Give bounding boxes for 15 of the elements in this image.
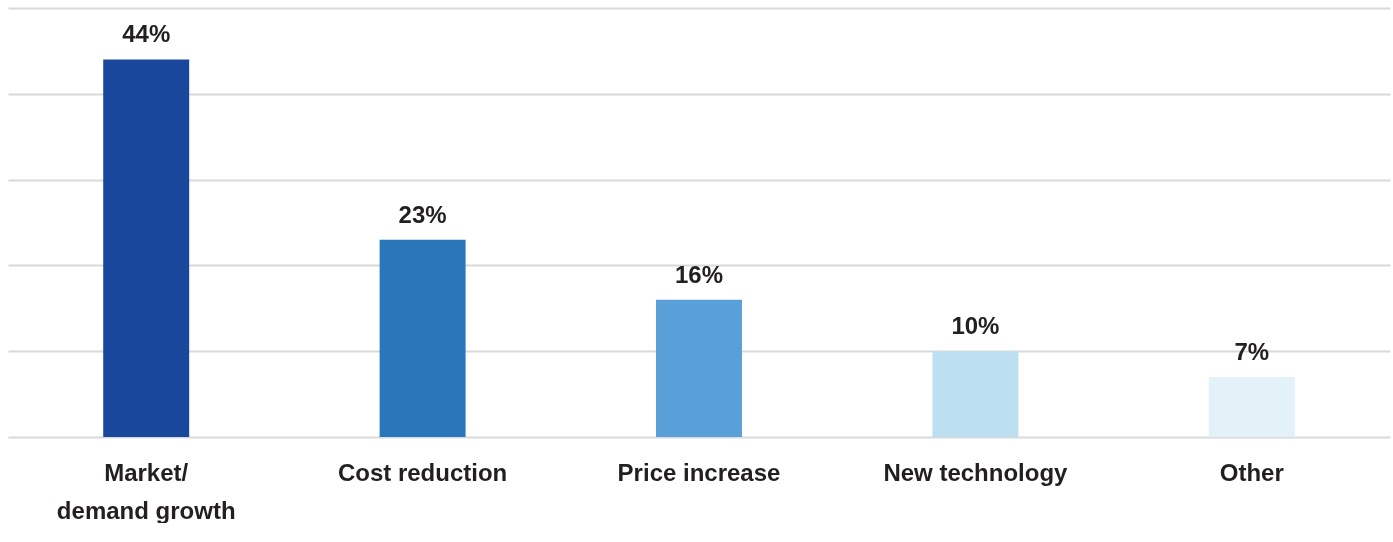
bar (379, 239, 466, 437)
bar (1208, 376, 1295, 437)
x-tick-label: Other (1219, 458, 1284, 486)
data-label: 44% (122, 20, 171, 48)
bar (103, 59, 190, 437)
bar (932, 351, 1019, 437)
data-label: 23% (398, 200, 447, 228)
data-label: 7% (1234, 337, 1270, 365)
x-tick-label: New technology (883, 458, 1069, 486)
data-label: 16% (674, 260, 724, 288)
bar (656, 299, 742, 437)
x-tick-label: Market/ demand growth (56, 458, 236, 524)
x-tick-label: Price increase (617, 458, 781, 486)
data-label: 10% (951, 312, 1000, 340)
x-tick-label: Cost reduction (337, 458, 508, 486)
